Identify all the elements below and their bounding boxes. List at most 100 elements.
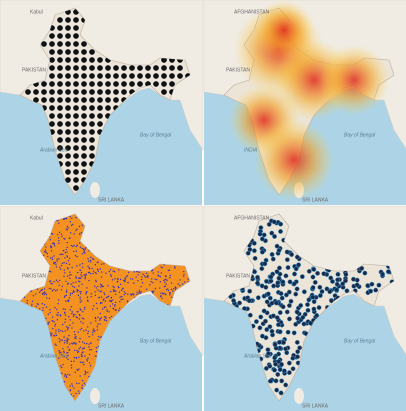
point	[100, 263, 103, 265]
point	[278, 390, 284, 396]
place-label: SRI LANKA	[302, 197, 329, 203]
point	[66, 283, 69, 285]
point	[112, 299, 114, 301]
point	[343, 271, 349, 277]
point	[71, 383, 73, 385]
point	[141, 276, 143, 278]
point	[82, 379, 84, 382]
point	[259, 266, 265, 272]
point	[163, 264, 165, 266]
cluster-marker	[72, 80, 80, 88]
point	[113, 270, 116, 273]
cluster-marker	[104, 104, 112, 112]
cluster-marker	[64, 16, 72, 24]
point	[110, 290, 112, 293]
point	[58, 284, 60, 287]
point	[66, 251, 68, 253]
point	[61, 339, 64, 341]
point	[275, 322, 281, 328]
point	[92, 334, 94, 336]
cluster-marker	[120, 72, 128, 80]
point	[65, 228, 68, 230]
point	[81, 384, 84, 387]
point	[66, 300, 69, 302]
point	[86, 342, 88, 345]
point	[99, 336, 101, 339]
point	[137, 274, 139, 276]
point	[137, 271, 139, 273]
point	[81, 327, 83, 329]
point	[73, 244, 75, 247]
point	[81, 348, 84, 350]
point	[92, 308, 94, 310]
point	[261, 308, 267, 314]
point	[94, 294, 97, 297]
point	[80, 291, 82, 293]
point	[273, 378, 279, 384]
point	[82, 322, 84, 324]
point	[66, 291, 68, 293]
point	[140, 278, 143, 281]
point	[83, 342, 86, 344]
cluster-marker	[96, 56, 104, 64]
point	[285, 265, 291, 271]
point	[66, 327, 69, 329]
point	[272, 234, 278, 239]
point	[31, 303, 33, 305]
point	[76, 317, 78, 319]
point	[63, 355, 65, 357]
point	[89, 272, 92, 275]
cluster-marker	[72, 152, 80, 160]
point	[53, 262, 56, 264]
point	[184, 281, 186, 283]
point	[121, 295, 123, 298]
point	[92, 258, 95, 261]
point	[78, 348, 80, 350]
point	[62, 249, 65, 252]
point	[42, 309, 44, 312]
point	[145, 272, 148, 274]
point	[96, 269, 99, 271]
point	[38, 308, 41, 310]
point	[100, 317, 102, 319]
point	[74, 333, 76, 336]
cluster-marker	[128, 72, 136, 80]
point	[165, 289, 168, 291]
point	[165, 293, 167, 296]
point	[87, 265, 89, 268]
point	[100, 296, 103, 298]
point	[273, 300, 279, 306]
point	[75, 277, 78, 279]
point	[278, 221, 284, 227]
place-label: Kabul	[30, 9, 43, 15]
cluster-marker	[80, 112, 88, 120]
point	[343, 278, 348, 284]
point	[311, 266, 317, 272]
point	[107, 285, 109, 287]
point	[84, 373, 86, 376]
point	[268, 274, 274, 280]
point	[31, 305, 33, 307]
point	[152, 272, 154, 274]
point	[169, 276, 171, 279]
point	[97, 335, 100, 338]
point	[127, 281, 129, 284]
point	[54, 261, 57, 264]
point	[283, 292, 289, 298]
point	[106, 309, 108, 311]
point	[169, 294, 171, 296]
point	[147, 274, 149, 277]
point	[72, 290, 75, 292]
point	[267, 295, 273, 301]
point	[255, 295, 261, 301]
point	[152, 281, 154, 284]
place-label: PAKISTAN	[22, 273, 46, 279]
point	[135, 276, 137, 278]
point	[94, 355, 97, 357]
point	[164, 292, 166, 295]
point	[128, 271, 130, 274]
point	[109, 305, 112, 307]
point	[72, 322, 74, 324]
point	[54, 306, 56, 309]
point	[65, 294, 68, 297]
